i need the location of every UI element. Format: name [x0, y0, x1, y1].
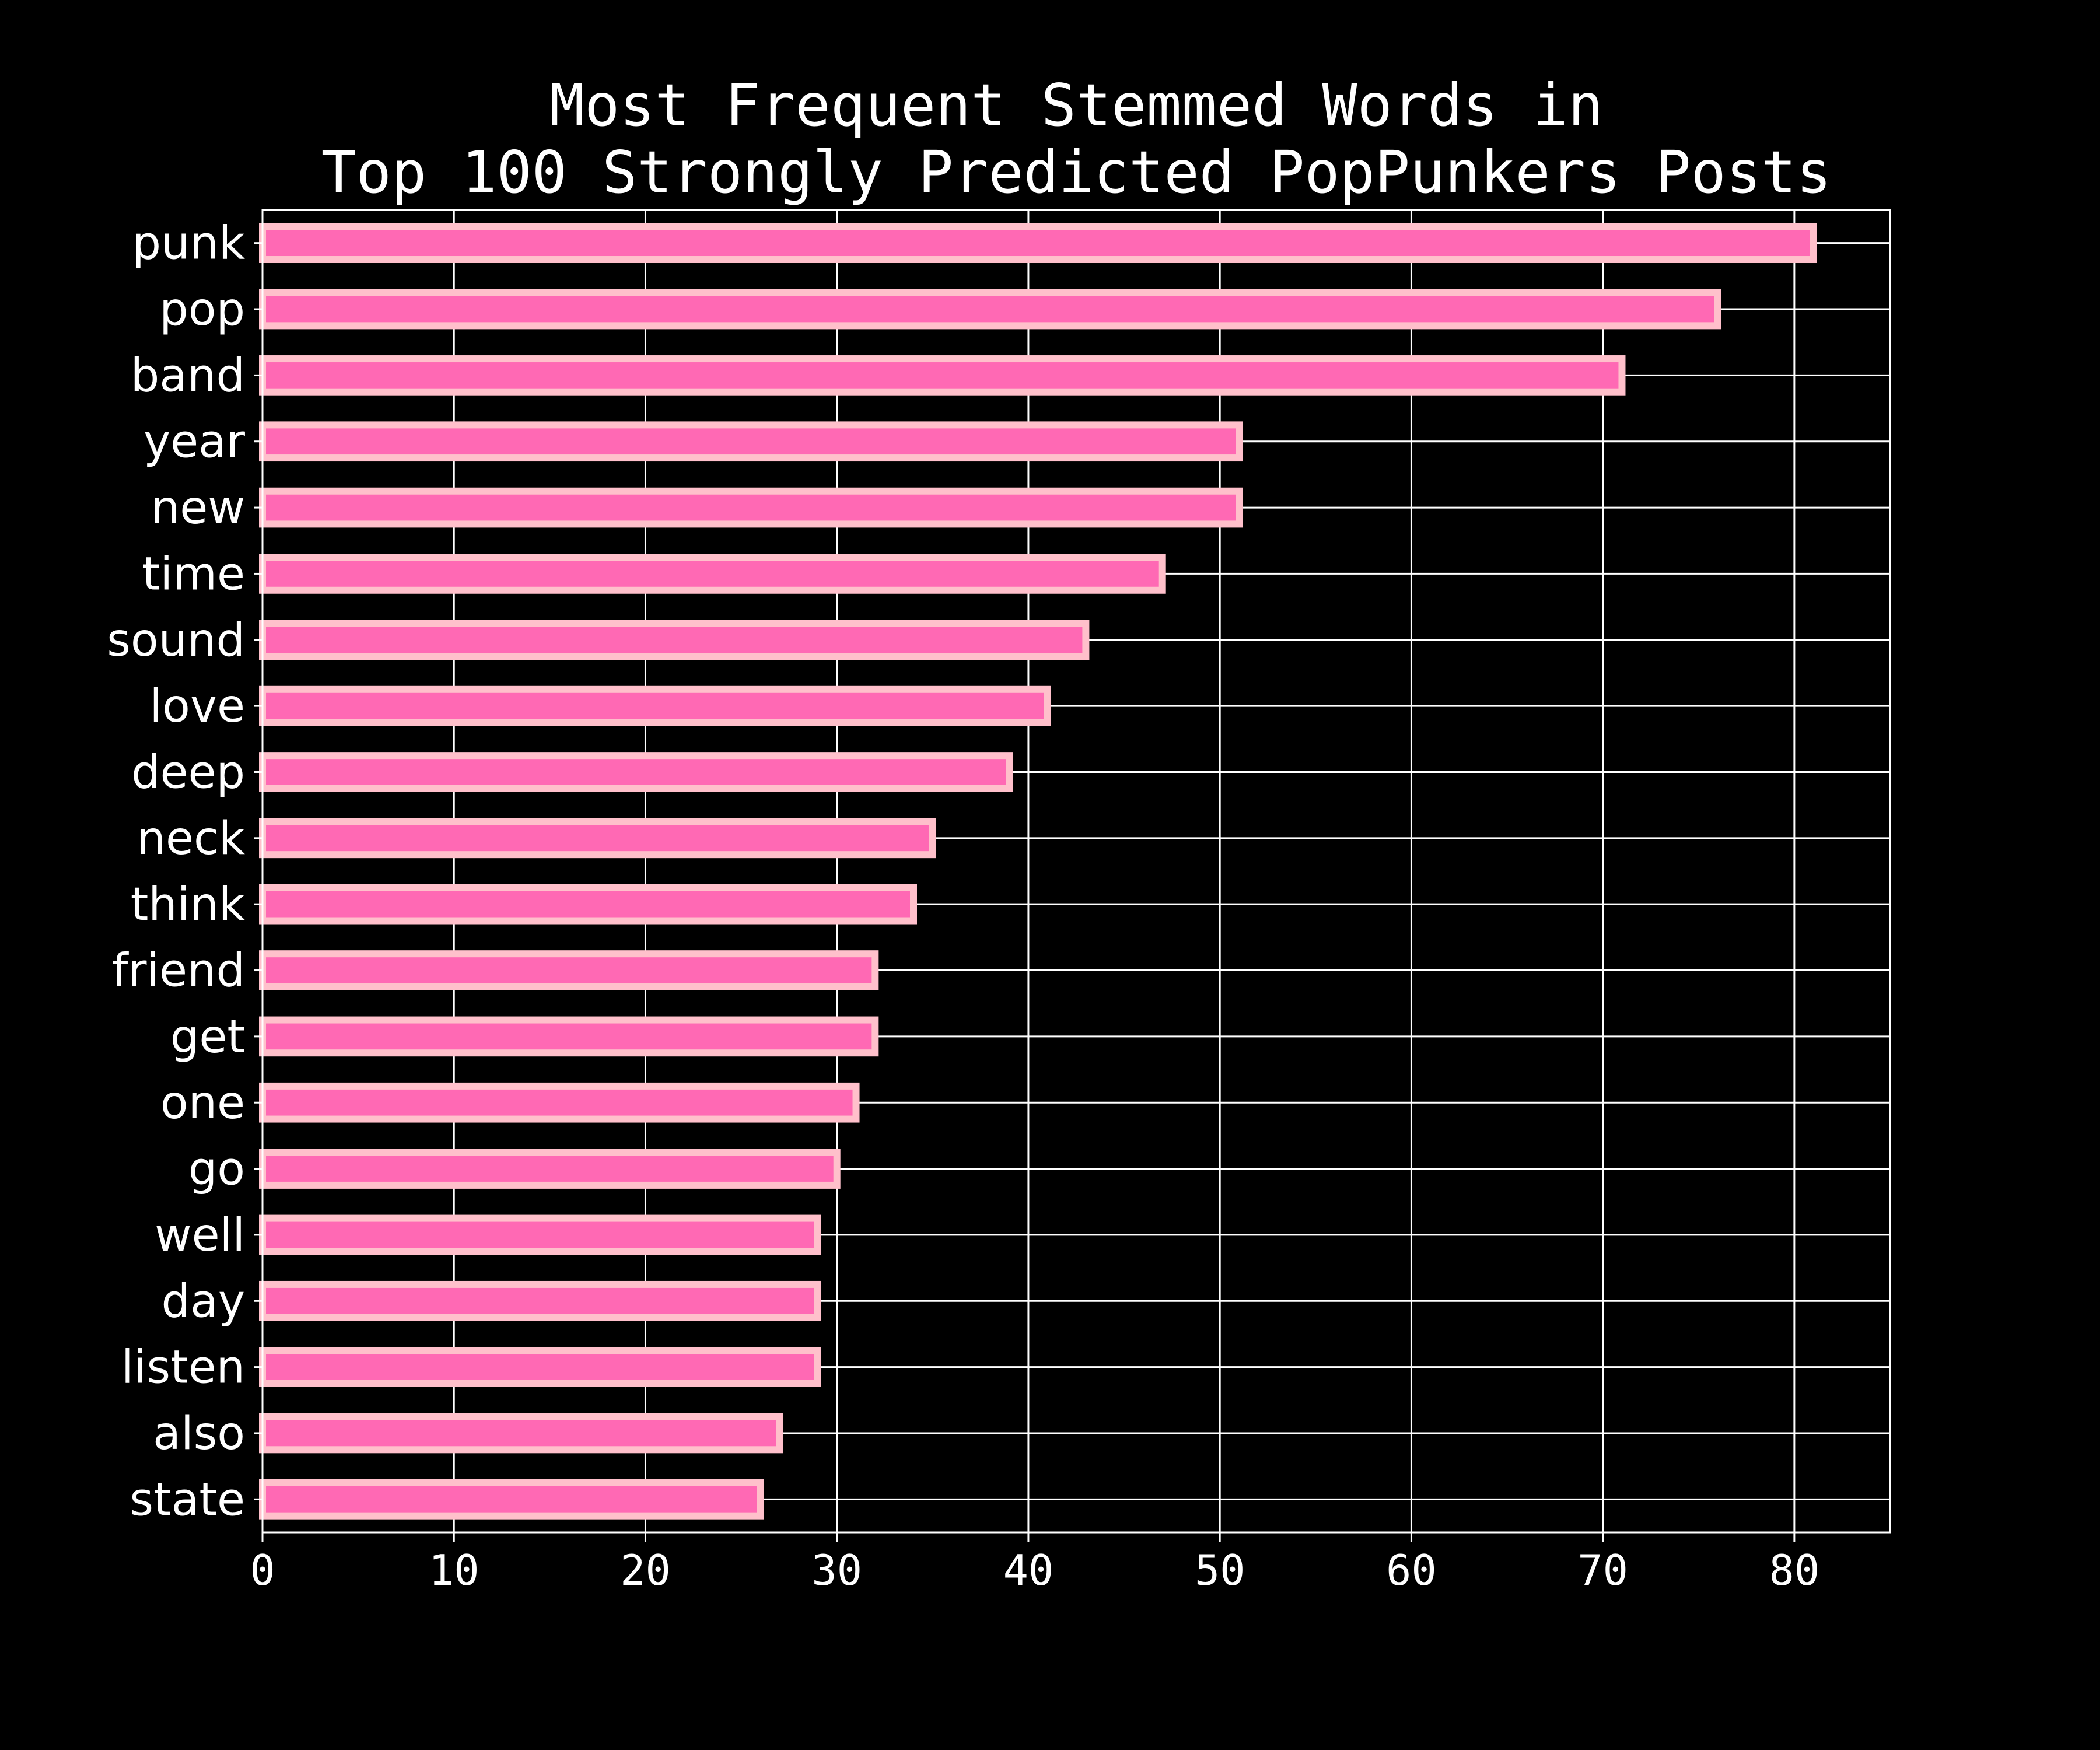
bar-new [259, 487, 1242, 528]
category-label-day: day [162, 1275, 245, 1328]
bar-neck [259, 818, 936, 859]
category-label-listen: listen [121, 1342, 245, 1394]
x-tick-label-80: 80 [1769, 1546, 1820, 1595]
category-label-well: well [155, 1209, 245, 1262]
x-tick-label-0: 0 [250, 1546, 275, 1595]
bar-get [259, 1016, 879, 1057]
x-tick-label-40: 40 [1003, 1546, 1054, 1595]
category-label-pop: pop [159, 284, 245, 336]
x-tick-label-20: 20 [620, 1546, 671, 1595]
category-label-go: go [188, 1143, 245, 1196]
category-label-friend: friend [112, 945, 245, 998]
bar-punk [259, 223, 1817, 264]
bar-day [259, 1280, 821, 1321]
category-label-deep: deep [131, 746, 245, 799]
bar-think [259, 884, 917, 925]
x-tick-label-50: 50 [1195, 1546, 1245, 1595]
category-label-love: love [149, 680, 245, 733]
category-label-time: time [142, 548, 245, 600]
bar-love [259, 685, 1051, 726]
x-tick-label-30: 30 [811, 1546, 862, 1595]
bar-time [259, 554, 1166, 594]
bar-also [259, 1413, 783, 1454]
bars [259, 223, 1817, 1520]
category-labels: punk pop band year new time sound love deep neck t… [107, 218, 262, 1526]
category-label-get: get [170, 1011, 245, 1063]
bar-well [259, 1214, 821, 1255]
bar-deep [259, 752, 1013, 792]
bar-one [259, 1082, 860, 1123]
bar-listen [259, 1347, 821, 1387]
x-axis-ticks: 0 10 20 30 40 50 60 70 80 [250, 1532, 1819, 1595]
x-tick-label-10: 10 [429, 1546, 480, 1595]
category-label-one: one [160, 1077, 245, 1129]
category-label-sound: sound [107, 614, 245, 667]
category-label-think: think [131, 878, 245, 931]
bar-year [259, 421, 1242, 462]
category-label-band: band [131, 349, 245, 402]
category-label-punk: punk [132, 218, 245, 270]
chart-title-line-2: Top 100 Strongly Predicted PopPunkers Po… [321, 138, 1832, 206]
plot-frame [261, 209, 1891, 1534]
bar-pop [259, 289, 1721, 330]
chart-title-line-1: Most Frequent Stemmed Words in [550, 71, 1603, 139]
category-label-state: state [130, 1474, 245, 1526]
bar-friend [259, 950, 879, 991]
category-label-also: also [153, 1408, 245, 1460]
plot-border [261, 209, 1891, 1534]
x-tick-label-60: 60 [1386, 1546, 1437, 1595]
category-label-new: new [151, 482, 245, 534]
bar-go [259, 1149, 841, 1189]
bar-state [259, 1479, 764, 1520]
category-label-year: year [144, 416, 246, 468]
grid [261, 210, 1890, 1532]
bar-sound [259, 620, 1090, 660]
bar-band [259, 355, 1626, 396]
x-tick-label-70: 70 [1577, 1546, 1628, 1595]
category-label-neck: neck [137, 813, 245, 865]
